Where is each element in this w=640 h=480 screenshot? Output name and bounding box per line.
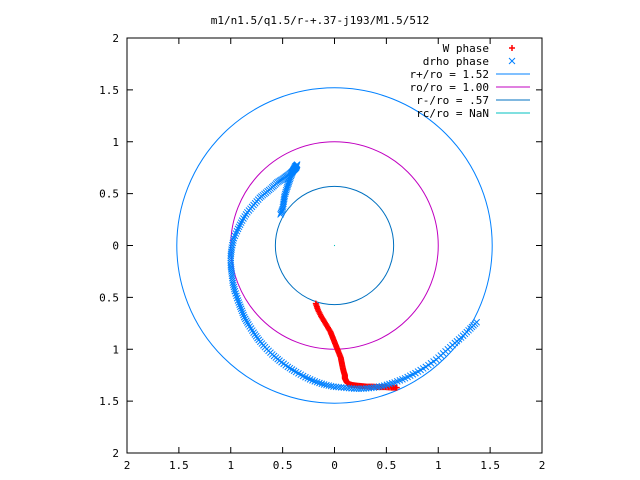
drho-phase-point: [473, 318, 480, 326]
w-phase-point: [393, 384, 400, 391]
drho-phase-point: [231, 287, 239, 295]
drho-phase-point: [240, 313, 248, 321]
legend-label: drho phase: [423, 55, 489, 68]
x-tick-label: 1.5: [169, 459, 189, 472]
drho-phase-point: [233, 292, 240, 300]
drho-phase-point: [238, 307, 246, 315]
x-tick-label: 0.5: [376, 459, 396, 472]
y-tick-label: 1: [112, 136, 119, 149]
y-tick-label: 0: [112, 240, 119, 253]
x-tick-label: 2: [124, 459, 131, 472]
drho-phase-point: [231, 285, 238, 293]
x-tick-label: 1: [227, 459, 234, 472]
plot-area: [176, 87, 493, 404]
drho-phase-point: [242, 317, 250, 325]
y-tick-label: 2: [112, 32, 119, 45]
drho-phase-point: [229, 281, 237, 289]
drho-phase-point: [237, 305, 245, 313]
drho-phase-point: [375, 383, 383, 390]
x-tick-label: 0.5: [273, 459, 293, 472]
legend-marker: [508, 57, 516, 65]
drho-phase-point: [239, 309, 247, 317]
radius-circle: [274, 185, 395, 306]
drho-phase-point: [243, 319, 251, 326]
drho-phase-point: [233, 294, 241, 302]
drho-phase-point: [238, 217, 246, 224]
legend-label: r+/ro = 1.52: [410, 68, 489, 81]
drho-phase-point: [241, 315, 249, 323]
drho-phase-point: [236, 221, 244, 229]
y-tick-label: 1.5: [99, 84, 119, 97]
legend-label: r-/ro = .57: [416, 94, 489, 107]
x-tick-label: 2: [539, 459, 546, 472]
legend-label: rc/ro = NaN: [416, 107, 489, 120]
drho-phase-point: [373, 383, 380, 391]
drho-phase-point: [230, 283, 238, 291]
x-axis: 2 1.5 1 0.5 0 0.5 1 1.5 2: [124, 38, 546, 472]
y-tick-label: 1.5: [99, 395, 119, 408]
drho-phase-point: [229, 279, 237, 287]
drho-phase-point: [378, 382, 386, 390]
radius-circle: [176, 87, 493, 404]
x-tick-label: 0: [331, 459, 338, 472]
drho-phase-point: [313, 378, 321, 386]
drho-phase-point: [236, 303, 244, 311]
legend-label: W phase: [443, 42, 489, 55]
x-tick-label: 1: [435, 459, 442, 472]
drho-phase-point: [237, 219, 245, 227]
y-tick-label: 0.5: [99, 188, 119, 201]
drho-phase-point: [235, 299, 243, 306]
x-tick-label: 1.5: [480, 459, 500, 472]
drho-phase-point: [232, 290, 240, 297]
drho-phase-point: [316, 379, 323, 387]
chart-title: m1/n1.5/q1.5/r-+.37-j193/M1.5/512: [211, 14, 430, 27]
drho-phase-point: [234, 297, 242, 304]
drho-phase-point: [235, 223, 243, 231]
legend-label: ro/ro = 1.00: [410, 81, 489, 94]
legend-marker: [509, 45, 515, 51]
drho-phase-point: [311, 378, 319, 385]
y-tick-label: 1: [112, 343, 119, 356]
drho-phase-point: [236, 301, 243, 308]
center-point: [333, 244, 336, 247]
drho-phase-point: [370, 384, 378, 391]
y-tick-label: 2: [112, 447, 119, 460]
drho-phase-point: [240, 311, 247, 319]
y-tick-label: 0.5: [99, 291, 119, 304]
y-axis: 2 1.5 1 0.5 0 0.5 1 1.5 2: [99, 32, 542, 460]
